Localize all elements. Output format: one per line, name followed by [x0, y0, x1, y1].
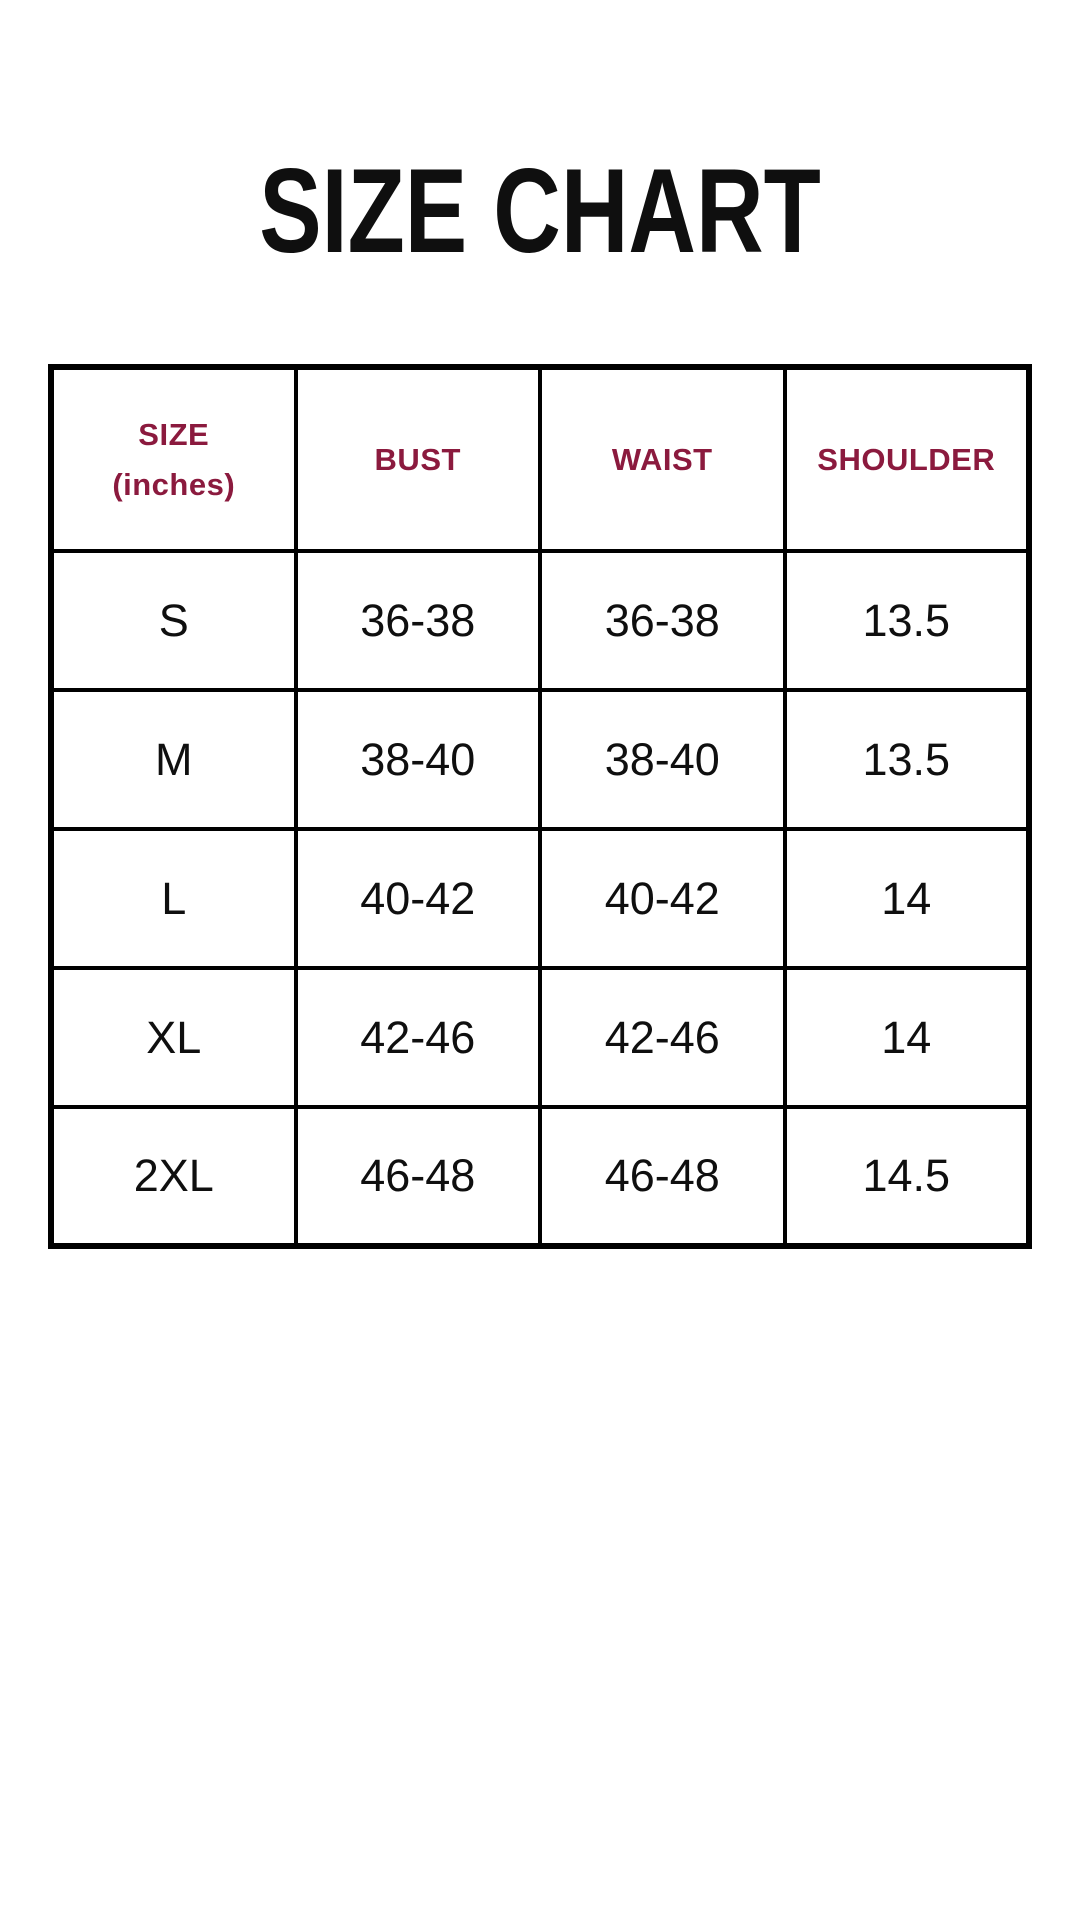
page-title: SIZE CHART: [259, 144, 821, 278]
column-header-waist: WAIST: [538, 365, 787, 553]
cell-size: L: [49, 827, 298, 970]
column-header-size-line1: SIZE: [138, 416, 210, 452]
table-row: L 40-42 40-42 14: [49, 827, 1031, 970]
size-chart-table-container: SIZE (inches) BUST WAIST SHOULDER S 36-3…: [48, 364, 1032, 1249]
table-row: M 38-40 38-40 13.5: [49, 688, 1031, 831]
cell-size: XL: [49, 966, 298, 1109]
cell-shoulder: 14: [782, 827, 1031, 970]
cell-shoulder: 14.5: [782, 1105, 1031, 1248]
cell-bust: 36-38: [293, 549, 542, 692]
cell-waist: 42-46: [538, 966, 787, 1109]
cell-bust: 46-48: [293, 1105, 542, 1248]
table-row: S 36-38 36-38 13.5: [49, 549, 1031, 692]
table-row: 2XL 46-48 46-48 14.5: [49, 1105, 1031, 1248]
cell-size: S: [49, 549, 298, 692]
cell-waist: 36-38: [538, 549, 787, 692]
column-header-size: SIZE (inches): [49, 365, 298, 553]
cell-waist: 38-40: [538, 688, 787, 831]
cell-size: 2XL: [49, 1105, 298, 1248]
column-header-shoulder: SHOULDER: [782, 365, 1031, 553]
cell-bust: 40-42: [293, 827, 542, 970]
cell-waist: 46-48: [538, 1105, 787, 1248]
column-header-size-line2: (inches): [112, 466, 236, 502]
cell-waist: 40-42: [538, 827, 787, 970]
cell-shoulder: 14: [782, 966, 1031, 1109]
cell-shoulder: 13.5: [782, 549, 1031, 692]
table-row: XL 42-46 42-46 14: [49, 966, 1031, 1109]
column-header-bust: BUST: [293, 365, 542, 553]
size-chart-table: SIZE (inches) BUST WAIST SHOULDER S 36-3…: [48, 364, 1032, 1249]
table-header-row: SIZE (inches) BUST WAIST SHOULDER: [49, 365, 1031, 553]
cell-bust: 42-46: [293, 966, 542, 1109]
cell-size: M: [49, 688, 298, 831]
cell-shoulder: 13.5: [782, 688, 1031, 831]
cell-bust: 38-40: [293, 688, 542, 831]
